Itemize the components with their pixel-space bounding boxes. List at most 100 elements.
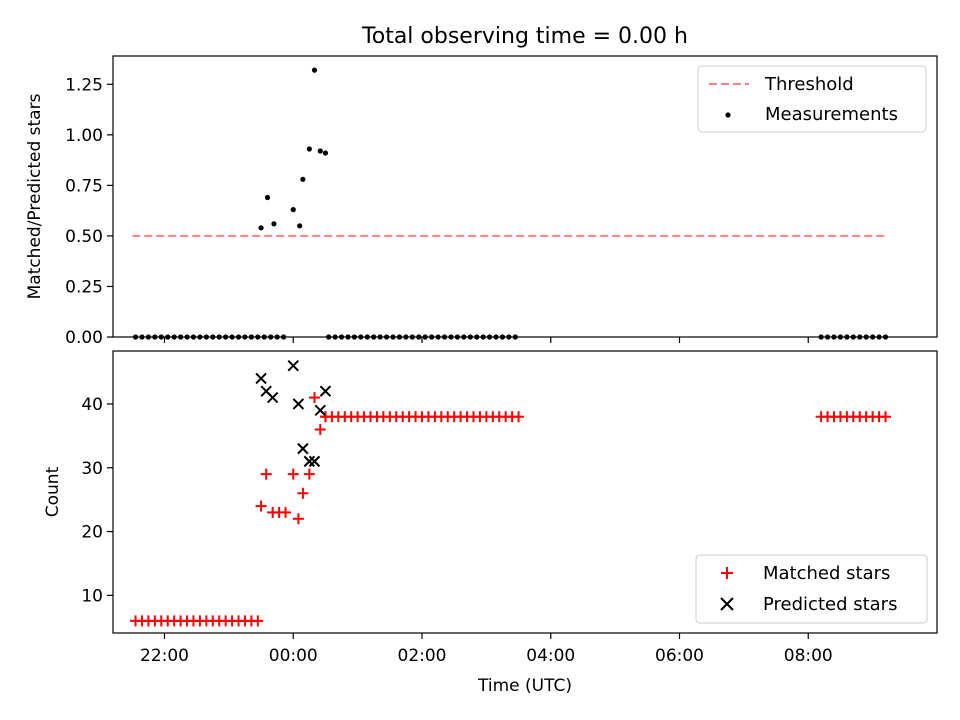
- measurement-point: [870, 334, 876, 340]
- measurement-point: [203, 334, 209, 340]
- ytick-label: 20: [81, 523, 103, 543]
- measurement-point: [258, 225, 264, 231]
- measurement-point: [493, 334, 499, 340]
- measurement-point: [190, 334, 197, 340]
- measurement-point: [326, 334, 332, 340]
- measurement-point: [177, 334, 184, 340]
- cross-b: [303, 455, 316, 468]
- bottom-legend-box: [695, 554, 928, 624]
- ytick-label: 0.75: [65, 176, 103, 196]
- predicted-star-point: [287, 359, 299, 372]
- measurement-point: [229, 334, 235, 340]
- measurement-point: [467, 334, 473, 340]
- cross-b: [314, 404, 326, 417]
- measurement-point: [824, 334, 831, 340]
- measurement-point: [280, 334, 287, 340]
- predicted-star-point: [308, 455, 321, 468]
- measurement-point: [290, 207, 296, 213]
- predicted-star-point: [297, 442, 309, 455]
- measurement-point: [358, 334, 364, 340]
- legend-measurements-label: Measurements: [765, 104, 898, 125]
- top-marks: [132, 67, 889, 340]
- measurement-point: [271, 221, 277, 227]
- measurement-point: [396, 334, 403, 340]
- cross-b: [255, 372, 267, 385]
- matched-star-point: [255, 500, 267, 512]
- measurement-point: [857, 334, 863, 340]
- measurement-point: [377, 334, 383, 340]
- measurement-point: [831, 334, 837, 340]
- measurement-point: [152, 334, 158, 340]
- top-axes-frame: [112, 55, 938, 338]
- measurement-point: [210, 334, 216, 340]
- measurement-point: [474, 334, 480, 340]
- measurement-point: [255, 334, 261, 340]
- measurement-point: [311, 67, 318, 73]
- bottom-marks: [130, 359, 891, 627]
- xtick-label: 08:00: [784, 646, 833, 666]
- measurement-point: [248, 334, 255, 340]
- predicted-star-point: [303, 455, 316, 468]
- measurement-point: [863, 334, 869, 340]
- measurement-point: [264, 194, 271, 201]
- matched-star-point: [513, 411, 525, 423]
- bottom-xlabel: Time (UTC): [477, 676, 572, 696]
- matched-star-point: [303, 468, 315, 480]
- xtick-label: 02:00: [398, 646, 447, 666]
- cross-b: [287, 359, 299, 372]
- matched-star-point: [252, 615, 264, 627]
- bottom-axes-frame: [112, 350, 938, 634]
- matched-star-point: [319, 411, 331, 423]
- measurement-point: [486, 334, 493, 340]
- xtick-label: 04:00: [526, 646, 575, 666]
- measurement-point: [850, 334, 856, 340]
- predicted-star-point: [319, 385, 332, 397]
- measurement-point: [171, 334, 177, 340]
- measurement-point: [390, 334, 396, 340]
- measurement-point: [383, 334, 390, 340]
- measurement-point: [435, 334, 441, 340]
- matched-star-point: [308, 392, 320, 404]
- measurement-point: [268, 334, 274, 340]
- top-ticks: 0.00 0.25 0.50 0.75 1.00 1.25: [65, 75, 809, 348]
- legend-matched-swatch: [721, 567, 733, 579]
- measurement-point: [409, 334, 415, 340]
- measurement-point: [338, 334, 345, 340]
- cross-b: [297, 442, 309, 455]
- cross-b: [292, 398, 305, 410]
- measurement-point: [506, 334, 512, 340]
- measurement-point: [165, 334, 171, 340]
- measurement-point: [454, 334, 461, 340]
- xtick-label: 22:00: [140, 646, 189, 666]
- measurement-point: [274, 334, 280, 340]
- measurement-point: [345, 334, 351, 340]
- bottom-axes: Count Time (UTC) 10 20 30 40 22:00 00:00 02:00…: [43, 350, 938, 696]
- matched-star-point: [297, 487, 309, 499]
- ytick-label: 0.50: [65, 227, 103, 247]
- measurement-point: [139, 334, 145, 340]
- measurement-point: [876, 334, 882, 340]
- xtick-label: 00:00: [269, 646, 318, 666]
- measurement-point: [322, 150, 329, 156]
- matched-star-point: [292, 513, 304, 525]
- bottom-legend: Matched stars Predicted stars: [695, 554, 928, 624]
- measurement-point: [132, 334, 139, 340]
- measurement-point: [145, 334, 152, 340]
- legend-threshold-label: Threshold: [764, 74, 854, 95]
- measurement-point: [364, 334, 370, 340]
- ytick-label: 10: [81, 586, 103, 606]
- measurement-point: [261, 334, 267, 340]
- measurement-point: [351, 334, 358, 340]
- measurement-point: [499, 334, 506, 340]
- legend-matched-label: Matched stars: [763, 563, 890, 584]
- measurement-point: [371, 334, 377, 340]
- ytick-label: 1.25: [65, 75, 103, 95]
- predicted-star-point: [255, 372, 267, 385]
- measurement-point: [461, 334, 467, 340]
- measurement-point: [818, 334, 824, 340]
- bottom-ylabel: Count: [43, 466, 63, 517]
- measurement-point: [297, 223, 303, 229]
- measurement-point: [184, 334, 190, 340]
- cross-b: [266, 391, 279, 404]
